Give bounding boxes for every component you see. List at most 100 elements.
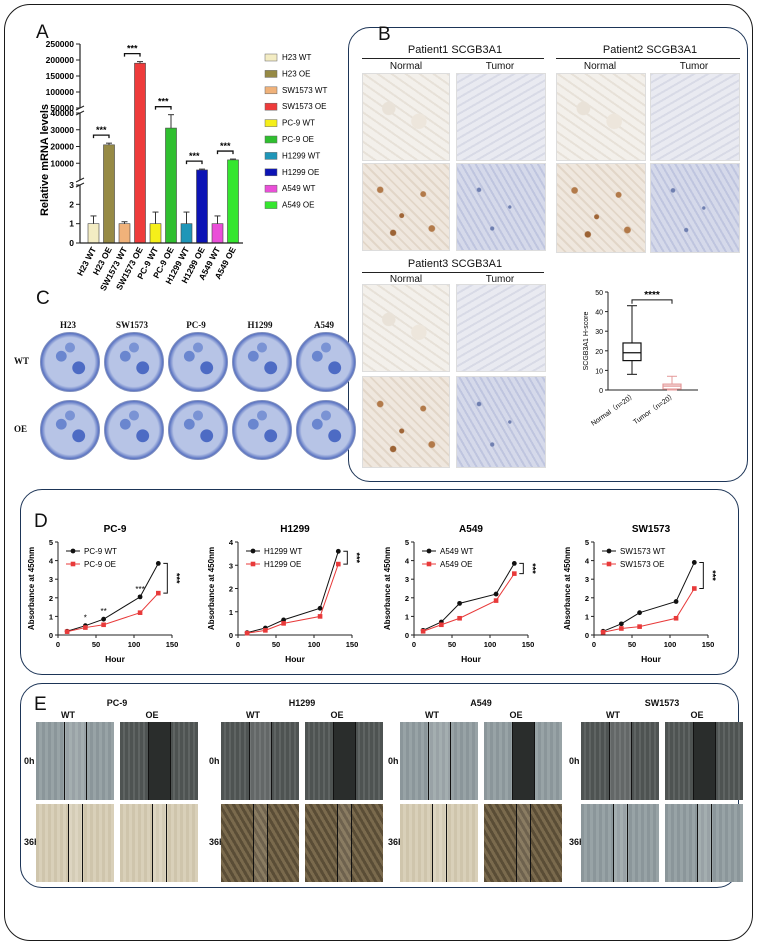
d-sig-label: ***	[707, 570, 717, 581]
a-ytick-label: 20000	[50, 142, 74, 152]
wound-image-36h	[36, 804, 114, 882]
a-ytick-label: 3	[69, 180, 74, 190]
colony-col-label: H23	[59, 320, 76, 330]
d-xtick-label: 150	[166, 640, 179, 649]
d-point	[156, 590, 161, 596]
wound-row-label-0h: 0h	[209, 756, 220, 766]
a-legend-label: H1299 WT	[282, 151, 320, 160]
a-sig-bracket	[123, 52, 141, 57]
d-point-annotation: *	[84, 614, 87, 623]
wound-edge-line	[512, 722, 513, 800]
a-bar	[165, 127, 177, 244]
wound-image-0h	[221, 722, 299, 800]
wound-healing-grid: PC-9 WT OE 0h 36h H1299 WT OE 0h 36h A549 WT OE 0h 36h…	[22, 690, 743, 885]
wound-image-0h	[400, 722, 478, 800]
wound-image-36h	[581, 804, 659, 882]
wound-image-36h	[400, 804, 478, 882]
d-series-line	[66, 563, 159, 632]
d-legend-label: A549 WT	[440, 547, 473, 556]
panel-d-frame	[20, 489, 739, 675]
d-point	[281, 621, 286, 626]
colony-dish	[104, 400, 164, 460]
wound-gap	[613, 804, 627, 882]
p2-tumor-zoom	[650, 163, 740, 253]
wound-gap	[249, 722, 271, 800]
d-ytick-label: 3	[229, 561, 233, 570]
a-legend-swatch	[264, 102, 278, 111]
d-legend-marker	[426, 548, 432, 554]
d-ytick-label: 3	[585, 575, 589, 584]
a-bar	[103, 144, 115, 244]
a-sig-label: ***	[158, 97, 169, 107]
d-ylabel: Absorbance at 450nm	[207, 547, 216, 630]
wound-edge-line	[631, 722, 632, 800]
d-point	[420, 628, 426, 634]
patient2-title: Patient2 SCGB3A1	[602, 44, 698, 56]
d-point	[637, 624, 642, 629]
d-legend-marker	[606, 561, 612, 567]
wound-image-0h	[484, 722, 562, 800]
d-xtick-label: 50	[92, 640, 100, 649]
d-legend-label: H1299 WT	[264, 547, 302, 556]
wound-gap	[697, 804, 711, 882]
patient3-title: Patient3 SCGB3A1	[407, 258, 503, 270]
colony-col-label: SW1573	[115, 320, 148, 330]
d-series-line	[67, 592, 159, 633]
wound-edge-line	[428, 722, 429, 800]
d-title: A549	[459, 524, 483, 535]
wound-edge-line	[627, 804, 628, 882]
wound-gap	[512, 722, 534, 800]
p1-normal-label: Normal	[389, 61, 423, 72]
d-sig-label: ***	[171, 573, 181, 584]
d-ytick-label: 4	[405, 557, 410, 566]
wound-image-36h	[665, 804, 743, 882]
d-legend-label: PC-9 WT	[84, 547, 117, 556]
b-box	[622, 342, 642, 362]
d-ylabel: Absorbance at 450nm	[563, 547, 572, 630]
a-legend-label: SW1573 WT	[282, 86, 327, 95]
wound-col-label-wt: WT	[61, 710, 75, 720]
panel-a-chart: Relative mRNA levels 2500002000001500001…	[39, 39, 327, 292]
d-sig-label: ***	[351, 552, 361, 563]
wound-gap	[333, 722, 355, 800]
d-legend-marker	[426, 561, 432, 567]
wound-col-label-wt: WT	[425, 710, 439, 720]
a-bar	[180, 223, 193, 244]
patient1-title: Patient1 SCGB3A1	[407, 44, 503, 56]
colony-dish	[296, 400, 356, 460]
wound-edge-line	[697, 804, 698, 882]
d-point-annotation: **	[100, 607, 106, 616]
wound-edge-line	[170, 722, 171, 800]
wound-col-label-wt: WT	[606, 710, 620, 720]
wound-gap	[609, 722, 631, 800]
colony-dish	[232, 400, 292, 460]
d-sig-bracket	[699, 561, 704, 589]
d-legend-label: A549 OE	[440, 560, 472, 569]
wound-gap	[432, 804, 446, 882]
p3-normal-lowmag	[362, 284, 450, 372]
a-legend-label: H23 WT	[282, 53, 311, 62]
d-point	[673, 615, 679, 621]
p2-normal-lowmag	[556, 73, 646, 161]
d-point	[619, 626, 624, 631]
d-point	[692, 586, 697, 591]
a-bar	[87, 223, 100, 244]
a-sig-label: ***	[96, 125, 107, 135]
d-point	[137, 594, 143, 600]
wound-image-36h	[120, 804, 198, 882]
colony-dish	[232, 332, 292, 392]
wound-edge-line	[86, 722, 87, 800]
d-xtick-label: 150	[522, 640, 535, 649]
p1-tumor-lowmag	[456, 73, 546, 161]
d-sig-bracket	[343, 550, 348, 565]
a-bar	[149, 223, 162, 244]
a-legend-label: A549 OE	[282, 201, 314, 210]
d-point	[439, 622, 444, 628]
wound-edge-line	[351, 804, 352, 882]
a-ytick-label: 100000	[46, 87, 75, 97]
wound-edge-line	[337, 804, 338, 882]
d-ytick-label: 1	[585, 612, 589, 621]
d-series-line	[602, 562, 695, 632]
